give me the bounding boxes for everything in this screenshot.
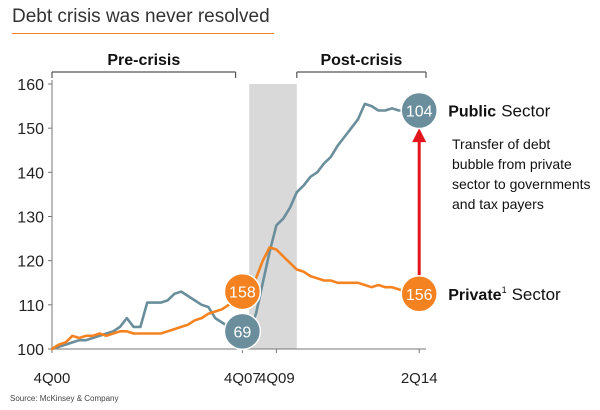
series-label-private: Private1 Sector (448, 285, 561, 304)
series-label-name: Private (448, 287, 501, 304)
marker-private-156 (400, 275, 438, 313)
transfer-annotation: Transfer of debt bubble from private sec… (452, 136, 591, 212)
x-tick-label: 2Q14 (401, 370, 438, 387)
chart-title: Debt crisis was never resolved (12, 6, 270, 27)
series-line-public (50, 102, 421, 351)
marker-private-158 (223, 272, 262, 311)
series-label-suffix: Sector (512, 285, 561, 304)
y-tick-label: 140 (17, 165, 44, 182)
series-label-footnote: 1 (502, 285, 507, 295)
source-note: Source: McKinsey & Company (10, 394, 119, 403)
series-label-suffix: Sector (501, 102, 550, 121)
y-tick-label: 130 (17, 210, 44, 227)
marker-value: 158 (229, 285, 256, 302)
y-tick-label: 160 (17, 77, 44, 94)
marker-public-69 (223, 312, 262, 351)
marker-value: 104 (406, 104, 433, 121)
title-underline (12, 33, 274, 34)
series-label-public: Public Sector (448, 102, 550, 121)
marker-public-104 (400, 91, 438, 130)
period-label: Pre-crisis (107, 52, 180, 69)
marker-value: 156 (406, 287, 433, 304)
marker-value: 69 (234, 324, 252, 341)
y-tick-label: 120 (17, 254, 44, 271)
y-tick-label: 100 (17, 342, 44, 359)
series-label-name: Public (448, 104, 496, 121)
y-tick-label: 150 (17, 121, 44, 138)
y-tick-label: 110 (18, 298, 44, 315)
x-tick-label: 4Q07 (224, 370, 261, 387)
x-tick-label: 4Q00 (34, 370, 71, 387)
x-tick-label: 4Q09 (258, 370, 295, 387)
transfer-arrow-head (412, 128, 427, 143)
period-label: Post-crisis (320, 52, 402, 69)
